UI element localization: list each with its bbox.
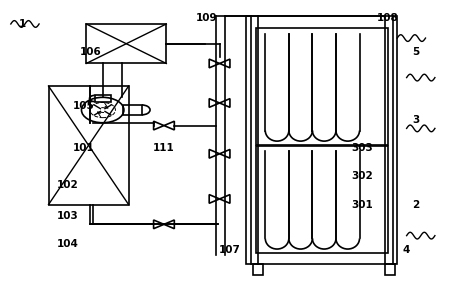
Text: 303: 303 (351, 143, 373, 153)
Text: 5: 5 (412, 47, 419, 57)
Bar (385, 264, 395, 275)
Bar (246, 15, 397, 264)
Bar (256, 28, 388, 145)
Bar (254, 264, 263, 275)
Text: 2: 2 (412, 200, 419, 209)
Text: 105: 105 (73, 101, 95, 111)
Text: 104: 104 (56, 239, 78, 249)
Text: 107: 107 (219, 245, 241, 255)
Text: 3: 3 (412, 115, 419, 125)
Text: 111: 111 (153, 143, 175, 153)
Text: 302: 302 (351, 171, 373, 181)
Text: 101: 101 (73, 143, 95, 153)
Text: 301: 301 (351, 200, 373, 209)
Text: 108: 108 (377, 13, 399, 23)
Text: 102: 102 (56, 180, 78, 190)
Text: 106: 106 (80, 47, 102, 57)
Text: 109: 109 (196, 13, 217, 23)
Text: 1: 1 (19, 19, 26, 29)
Bar (86, 24, 166, 64)
Text: 103: 103 (56, 211, 78, 221)
Bar (48, 86, 128, 205)
Text: 4: 4 (403, 245, 410, 255)
Bar (95, 95, 111, 101)
Bar (256, 146, 388, 253)
Bar (123, 105, 142, 115)
